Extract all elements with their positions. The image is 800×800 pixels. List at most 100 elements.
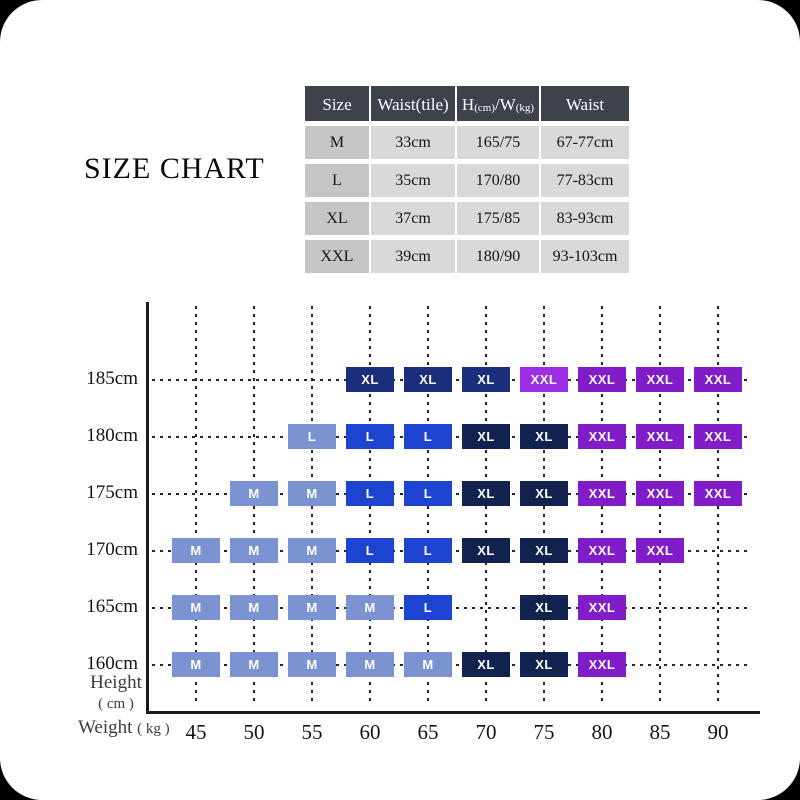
table-value-cell: 175/85	[457, 202, 539, 235]
table-header-fragment: /W	[494, 95, 516, 114]
table-header-fragment: H	[461, 95, 475, 114]
y-axis-line	[146, 302, 149, 714]
size-box: L	[346, 538, 394, 563]
table-header-fragment: (cm)	[474, 102, 495, 114]
table-size-cell: M	[305, 126, 369, 159]
height-axis-label-text: Height	[90, 672, 142, 693]
table-value-cell: 35cm	[371, 164, 455, 197]
table-value-cell: 180/90	[457, 240, 539, 273]
size-box: XL	[462, 481, 510, 506]
size-box: XXL	[578, 652, 626, 677]
x-tick-label: 50	[243, 720, 265, 744]
size-box: M	[230, 595, 278, 620]
size-box: XL	[462, 652, 510, 677]
size-box: XL	[520, 652, 568, 677]
size-box: M	[172, 538, 220, 563]
size-table: Size Waist(tile) H (cm)/W (kg) Waist M 33cm 165/…	[305, 86, 629, 273]
table-value-cell: 83-93cm	[541, 202, 629, 235]
grid-vline	[195, 306, 197, 704]
size-box: M	[288, 595, 336, 620]
size-box: XL	[520, 595, 568, 620]
size-box: XL	[346, 367, 394, 392]
weight-axis-label-text: Weight	[78, 717, 133, 738]
x-tick-label: 65	[417, 720, 439, 744]
x-tick-label: 75	[533, 720, 555, 744]
x-tick-label: 55	[301, 720, 323, 744]
y-tick-label: 170cm	[86, 539, 138, 560]
height-axis-unit: ( cm )	[98, 696, 134, 712]
height-axis-label: Height ( cm )	[84, 672, 148, 713]
size-box: M	[172, 595, 220, 620]
size-box: XXL	[520, 367, 568, 392]
size-box: M	[346, 652, 394, 677]
size-box: M	[230, 538, 278, 563]
size-box: M	[404, 652, 452, 677]
table-value-cell: 93-103cm	[541, 240, 629, 273]
table-value-cell: 39cm	[371, 240, 455, 273]
size-box: L	[346, 424, 394, 449]
table-value-cell: 67-77cm	[541, 126, 629, 159]
size-box: XXL	[578, 367, 626, 392]
size-box: XXL	[636, 538, 684, 563]
size-box: M	[288, 538, 336, 563]
x-tick-label: 80	[591, 720, 613, 744]
size-box: XXL	[694, 424, 742, 449]
size-box: M	[288, 652, 336, 677]
size-box: XXL	[636, 367, 684, 392]
size-box: XL	[404, 367, 452, 392]
size-box: L	[404, 595, 452, 620]
table-size-cell: XXL	[305, 240, 369, 273]
table-value-cell: 37cm	[371, 202, 455, 235]
size-box: XL	[462, 367, 510, 392]
size-box: XL	[520, 481, 568, 506]
size-box: L	[404, 424, 452, 449]
table-header-cell: Waist	[541, 86, 629, 121]
size-box: L	[404, 481, 452, 506]
size-box: XXL	[578, 481, 626, 506]
y-tick-label: 185cm	[86, 368, 138, 389]
size-box: XL	[462, 538, 510, 563]
page-title: SIZE CHART	[84, 152, 265, 185]
table-header-cell: Waist(tile)	[371, 86, 455, 121]
x-axis-line	[146, 711, 760, 714]
x-tick-label: 90	[707, 720, 729, 744]
size-box: M	[230, 481, 278, 506]
size-box: L	[346, 481, 394, 506]
table-header-cell: Size	[305, 86, 369, 121]
size-box: XXL	[578, 538, 626, 563]
size-box: XXL	[578, 424, 626, 449]
table-value-cell: 165/75	[457, 126, 539, 159]
size-box: L	[404, 538, 452, 563]
size-box: XXL	[636, 481, 684, 506]
size-box: L	[288, 424, 336, 449]
x-tick-label: 70	[475, 720, 497, 744]
y-tick-label: 160cm	[86, 653, 138, 674]
table-header-fragment: (kg)	[515, 102, 535, 114]
table-size-cell: XL	[305, 202, 369, 235]
table-value-cell: 77-83cm	[541, 164, 629, 197]
weight-axis-label: Weight ( kg )	[78, 717, 170, 739]
size-box: XXL	[694, 367, 742, 392]
y-tick-label: 165cm	[86, 596, 138, 617]
table-header-cell: H (cm)/W (kg)	[457, 86, 539, 121]
x-tick-label: 60	[359, 720, 381, 744]
y-tick-label: 180cm	[86, 425, 138, 446]
size-box: XXL	[636, 424, 684, 449]
size-box: XL	[462, 424, 510, 449]
table-value-cell: 33cm	[371, 126, 455, 159]
size-box: M	[230, 652, 278, 677]
size-box: XXL	[694, 481, 742, 506]
size-box: XL	[520, 424, 568, 449]
y-tick-label: 175cm	[86, 482, 138, 503]
size-box: XL	[520, 538, 568, 563]
x-tick-label: 85	[649, 720, 671, 744]
x-tick-label: 45	[185, 720, 207, 744]
size-box: XXL	[578, 595, 626, 620]
table-value-cell: 170/80	[457, 164, 539, 197]
size-box: M	[172, 652, 220, 677]
weight-axis-unit: ( kg )	[137, 721, 170, 737]
table-size-cell: L	[305, 164, 369, 197]
size-box: M	[288, 481, 336, 506]
